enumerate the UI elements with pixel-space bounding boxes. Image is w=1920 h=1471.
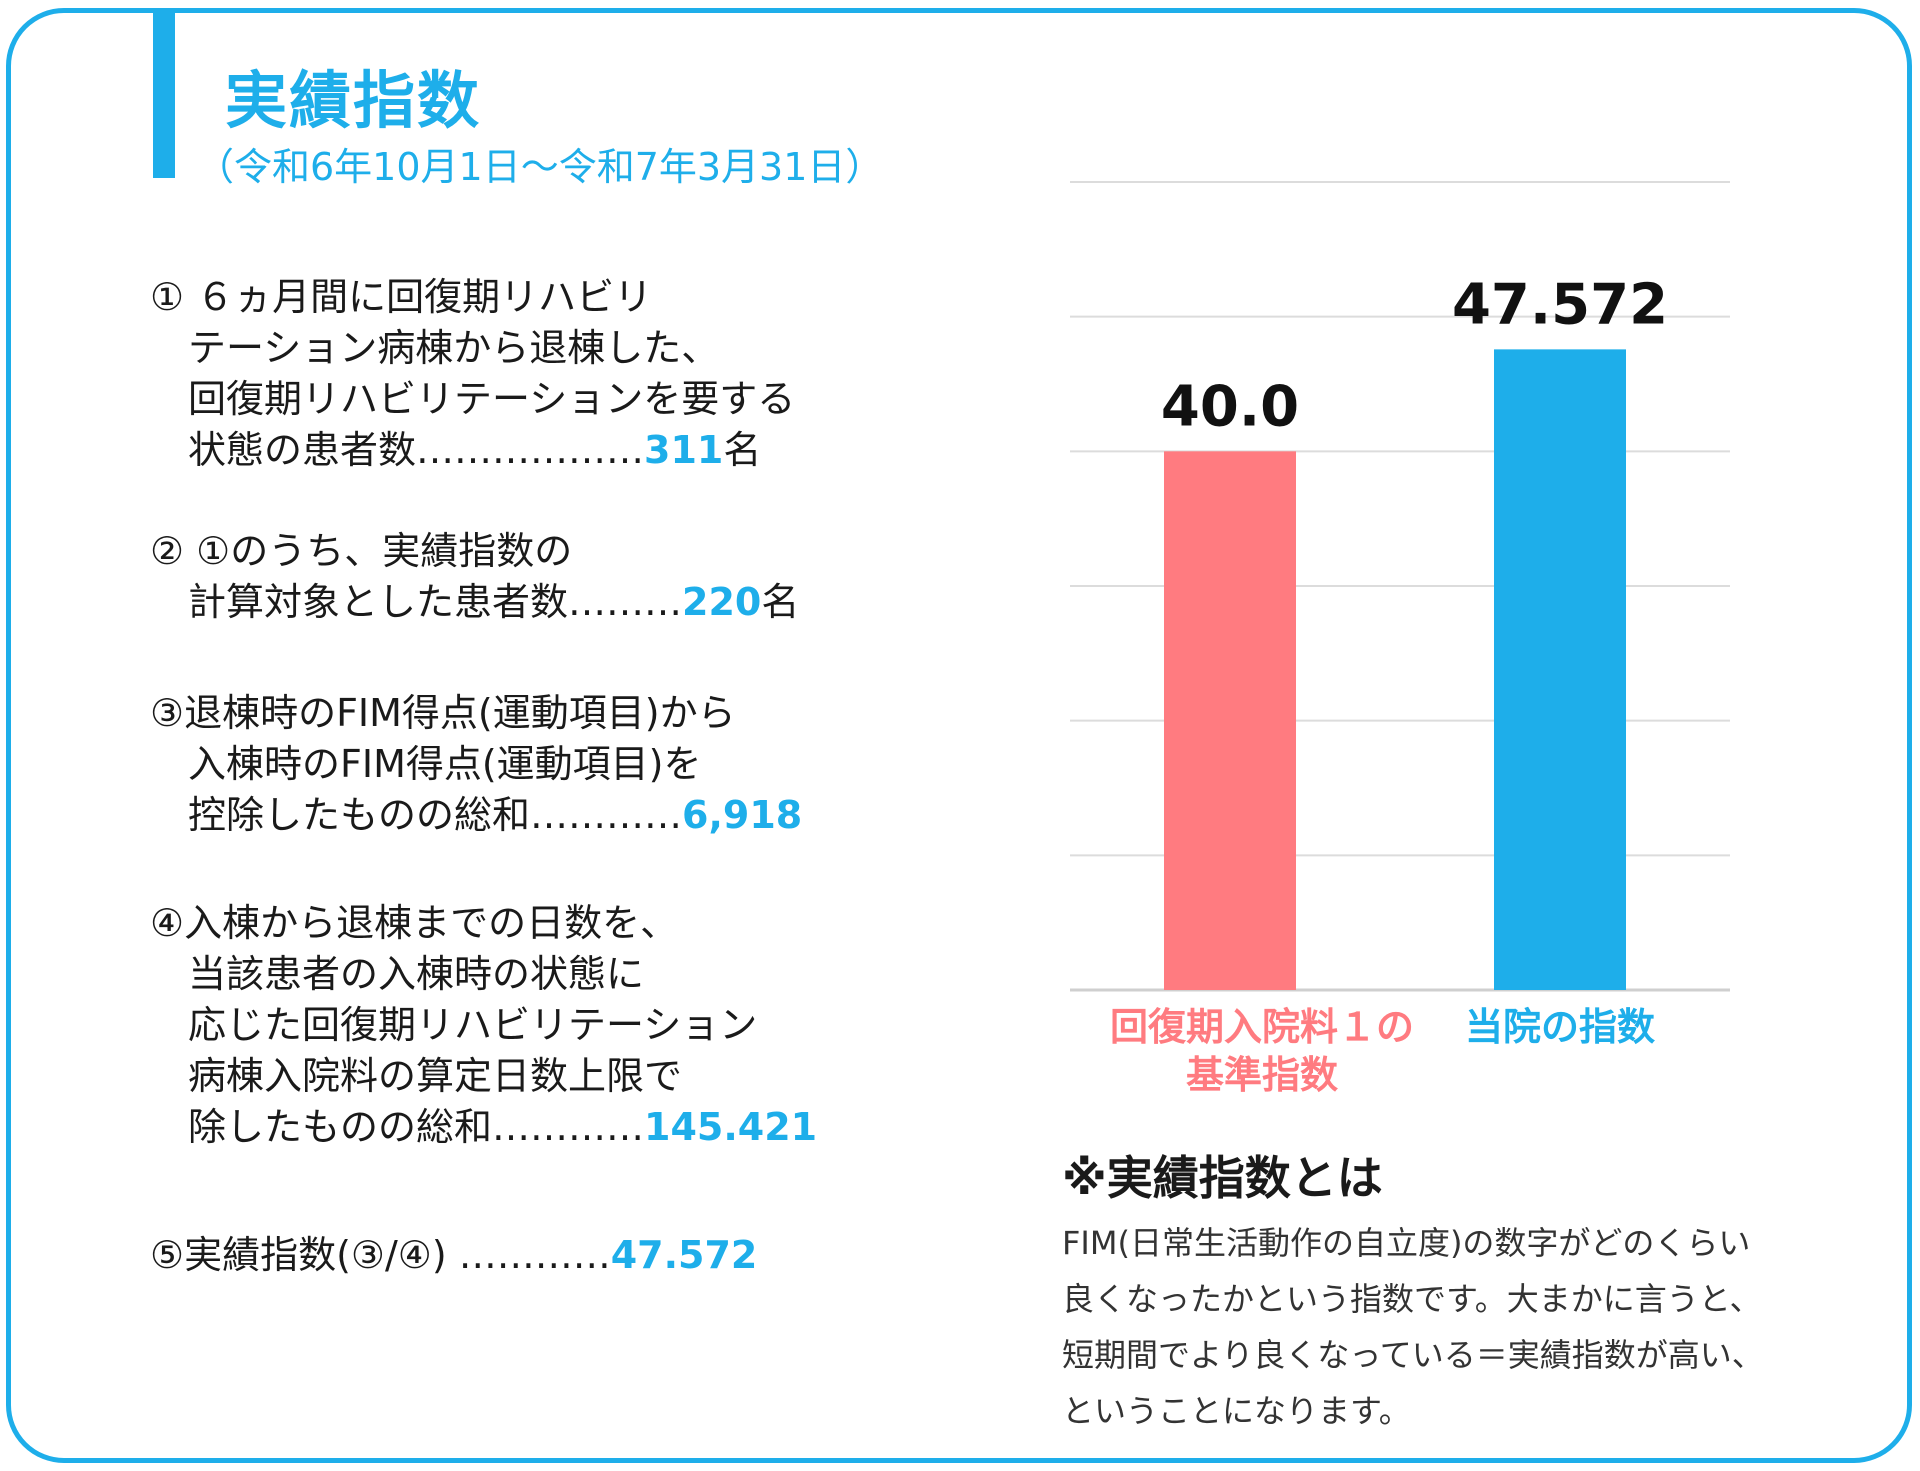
metric-item-line: ① ６ヵ月間に回復期リハビリ bbox=[150, 275, 653, 319]
metric-value: 47.572 bbox=[610, 1233, 758, 1277]
metric-item-line: ② ①のうち、実績指数の bbox=[150, 529, 573, 573]
metric-item-4: ④入棟から退棟までの日数を、 当該患者の入棟時の状態に 応じた回復期リハビリテー… bbox=[150, 898, 817, 1153]
metric-item-5: ⑤実績指数(③/④) …………47.572 bbox=[150, 1230, 757, 1281]
metric-item-line: 回復期リハビリテーションを要する bbox=[150, 377, 796, 421]
metric-item-line: 除したものの総和………… bbox=[150, 1105, 645, 1149]
bar-chart: 40.0 回復期入院料１の 基準指数 47.572 当院の指数 bbox=[1060, 150, 1740, 1100]
category-label: 当院の指数 bbox=[1465, 1005, 1655, 1049]
metric-item-line: 応じた回復期リハビリテーション bbox=[150, 1003, 758, 1047]
metric-item-line: 計算対象とした患者数……… bbox=[150, 580, 683, 624]
metric-value: 145.421 bbox=[644, 1105, 818, 1149]
metric-item-line: 病棟入院料の算定日数上限で bbox=[150, 1054, 683, 1098]
bar bbox=[1494, 349, 1626, 990]
period-subtitle: （令和6年10月1日～令和7年3月31日） bbox=[196, 145, 884, 189]
metric-item-1: ① ６ヵ月間に回復期リハビリ テーション病棟から退棟した、 回復期リハビリテーシ… bbox=[150, 272, 795, 476]
metric-value: 6,918 bbox=[682, 793, 803, 837]
metric-item-line: 入棟時のFIM得点(運動項目)を bbox=[150, 742, 702, 786]
bar bbox=[1164, 451, 1296, 990]
page-title: 実績指数 bbox=[225, 64, 482, 137]
metric-item-line: ③退棟時のFIM得点(運動項目)から bbox=[150, 691, 736, 735]
metric-item-line: 当該患者の入棟時の状態に bbox=[150, 952, 645, 996]
metric-item-line: ⑤実績指数(③/④) ………… bbox=[150, 1233, 611, 1277]
metric-item-3: ③退棟時のFIM得点(運動項目)から 入棟時のFIM得点(運動項目)を 控除した… bbox=[150, 688, 802, 841]
bar-value-label: 47.572 bbox=[1452, 272, 1668, 337]
metric-value: 311 bbox=[644, 428, 724, 472]
title-accent-bar bbox=[153, 12, 175, 178]
metric-item-2: ② ①のうち、実績指数の 計算対象とした患者数………220名 bbox=[150, 526, 799, 628]
metric-item-line: ④入棟から退棟までの日数を、 bbox=[150, 901, 679, 945]
metric-unit: 名 bbox=[723, 428, 762, 472]
metric-value: 220 bbox=[682, 580, 762, 624]
note-title: ※実績指数とは bbox=[1062, 1151, 1383, 1205]
category-label: 回復期入院料１の bbox=[1110, 1005, 1414, 1049]
metric-item-line: 状態の患者数……………… bbox=[150, 428, 645, 472]
metric-unit: 名 bbox=[761, 580, 800, 624]
metric-item-line: 控除したものの総和………… bbox=[150, 793, 683, 837]
metric-item-line: テーション病棟から退棟した、 bbox=[150, 326, 720, 370]
note-line: ということになります。 bbox=[1062, 1392, 1411, 1430]
bar-value-label: 40.0 bbox=[1161, 374, 1299, 439]
note-line: 良くなったかという指数です。大まかに言うと、 bbox=[1062, 1280, 1762, 1318]
note-text: FIM(日常生活動作の自立度)の数字がどのくらい 良くなったかという指数です。大… bbox=[1062, 1215, 1862, 1439]
outer-frame bbox=[6, 8, 1912, 1463]
note-line: 短期間でより良くなっている＝実績指数が高い、 bbox=[1062, 1336, 1764, 1374]
note-line: FIM(日常生活動作の自立度)の数字がどのくらい bbox=[1062, 1224, 1751, 1262]
category-label: 基準指数 bbox=[1186, 1053, 1338, 1097]
